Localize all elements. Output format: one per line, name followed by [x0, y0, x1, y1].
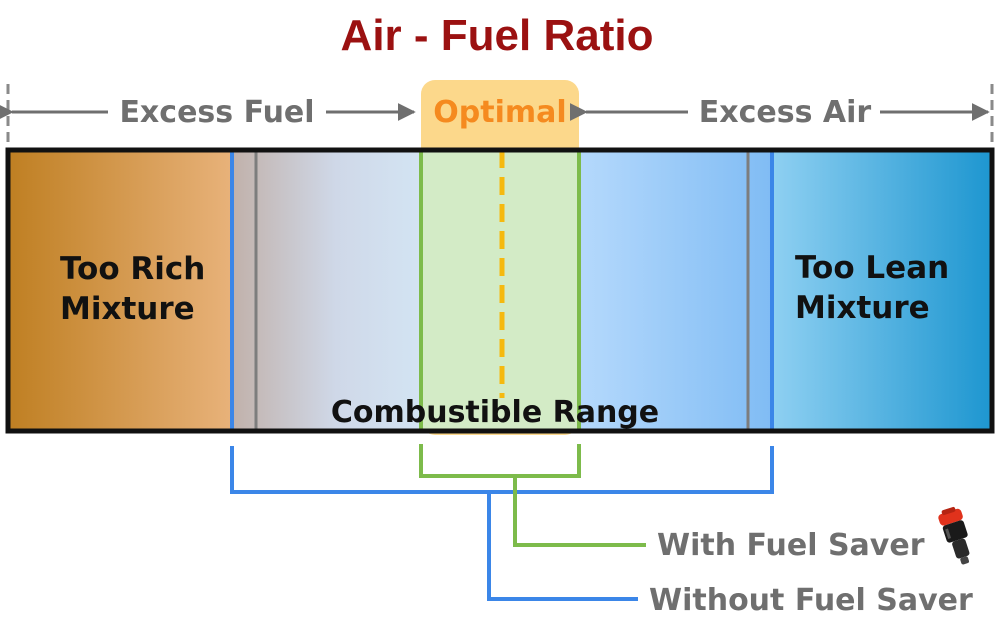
with-saver-bracket [419, 444, 581, 478]
lean-zone [772, 150, 992, 431]
rich-zone-label: Too Rich Mixture [60, 251, 216, 327]
rich-zone-label-line1: Too Rich [60, 251, 205, 287]
without-saver-connector [487, 492, 638, 601]
excess-air-label: Excess Air [699, 95, 872, 130]
lean-zone-label-line1: Too Lean [795, 250, 949, 286]
lean-zone-label-line2: Mixture [795, 290, 930, 326]
optimal-label: Optimal [433, 95, 566, 130]
rich-zone [8, 150, 232, 431]
excess-fuel-label: Excess Fuel [119, 95, 314, 130]
with-fuel-saver-label: With Fuel Saver [657, 528, 925, 563]
mid-air-zone [579, 150, 772, 431]
with-saver-connector [513, 476, 646, 547]
without-fuel-saver-label: Without Fuel Saver [649, 583, 973, 618]
combustible-range-label: Combustible Range [331, 395, 659, 430]
ratio-bar-border [5, 147, 995, 434]
diagram-title: Air - Fuel Ratio [341, 11, 654, 60]
rich-zone-label-line2: Mixture [60, 291, 195, 327]
lean-zone-label: Too Lean Mixture [795, 250, 960, 326]
mid-fuel-zone [232, 150, 421, 431]
without-saver-bracket [230, 446, 774, 494]
fuel-saver-device-icon [938, 506, 970, 565]
